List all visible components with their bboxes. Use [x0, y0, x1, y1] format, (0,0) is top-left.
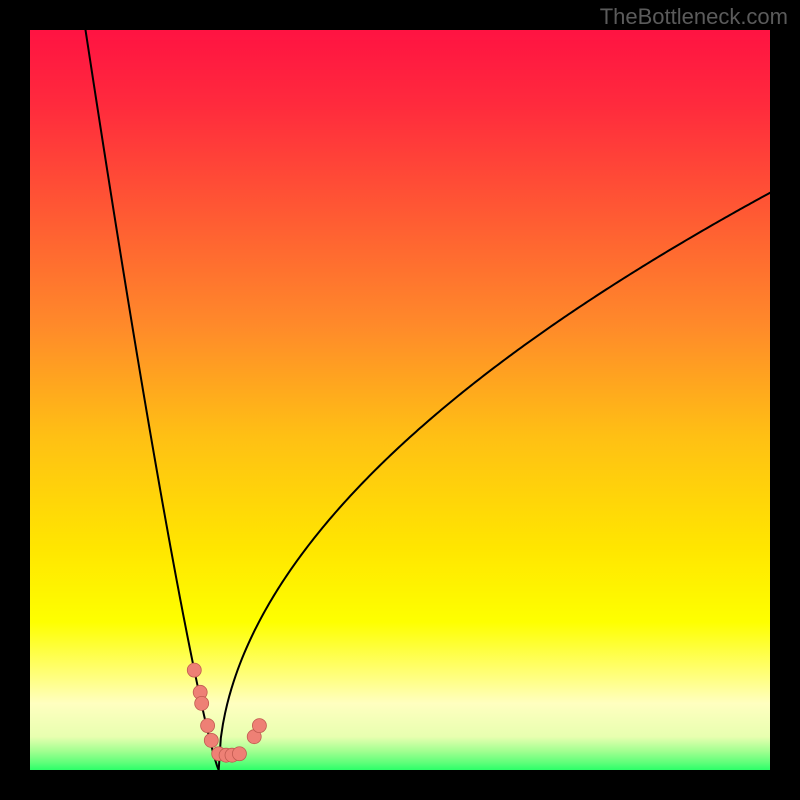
data-marker — [204, 733, 218, 747]
data-marker — [252, 719, 266, 733]
curve-layer — [30, 30, 770, 770]
watermark-text: TheBottleneck.com — [600, 4, 788, 30]
bottleneck-curve — [86, 30, 771, 770]
chart-frame: TheBottleneck.com — [0, 0, 800, 800]
data-marker — [232, 747, 246, 761]
data-marker — [195, 696, 209, 710]
data-marker — [201, 719, 215, 733]
data-marker — [187, 663, 201, 677]
markers-group — [187, 663, 266, 762]
plot-area — [30, 30, 770, 770]
